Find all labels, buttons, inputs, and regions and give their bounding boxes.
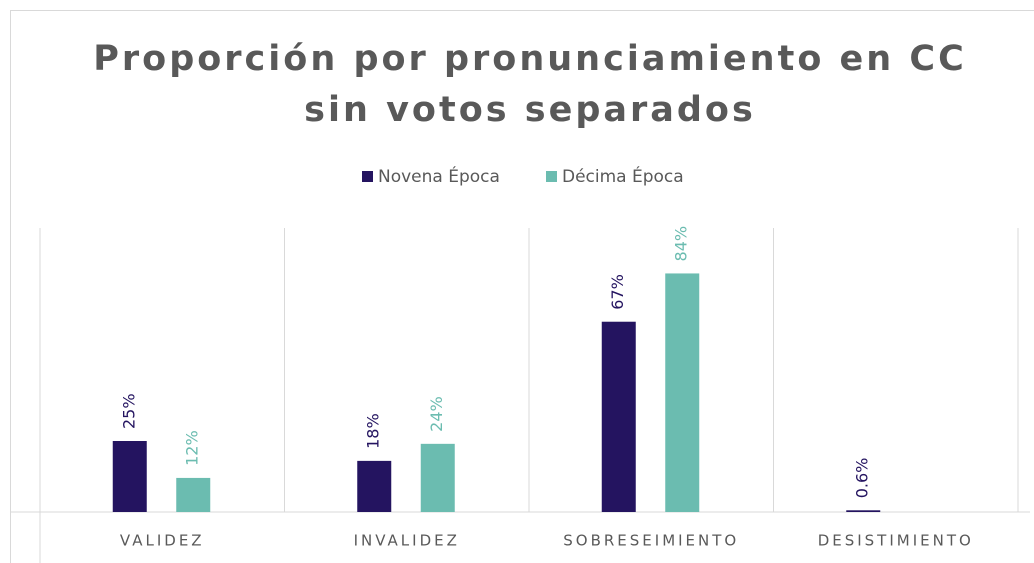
bar xyxy=(420,443,455,512)
bar xyxy=(846,510,881,512)
bar xyxy=(357,460,392,512)
chart-frame xyxy=(10,10,1034,563)
data-label: 67% xyxy=(608,274,627,310)
data-label: 25% xyxy=(119,393,138,429)
data-label: 12% xyxy=(183,430,202,466)
x-tick-label: INVALIDEZ xyxy=(354,532,460,550)
legend-label: Décima Época xyxy=(562,165,684,187)
data-label: 0.6% xyxy=(853,458,872,499)
bar xyxy=(176,477,211,512)
bar xyxy=(601,321,636,512)
legend-label: Novena Época xyxy=(378,165,500,187)
x-tick-label: VALIDEZ xyxy=(120,532,205,550)
x-tick-label: DESISTIMIENTO xyxy=(818,532,974,550)
chart-title: sin votos separados xyxy=(304,90,756,130)
bar xyxy=(112,441,147,512)
data-label: 18% xyxy=(364,413,383,449)
bar xyxy=(665,273,700,512)
legend-swatch xyxy=(362,171,373,182)
data-label: 84% xyxy=(672,226,691,262)
x-tick-label: SOBRESEIMIENTO xyxy=(563,532,739,550)
legend-swatch xyxy=(546,171,557,182)
chart-title: Proporción por pronunciamiento en CC xyxy=(93,39,967,79)
data-label: 24% xyxy=(427,396,446,432)
